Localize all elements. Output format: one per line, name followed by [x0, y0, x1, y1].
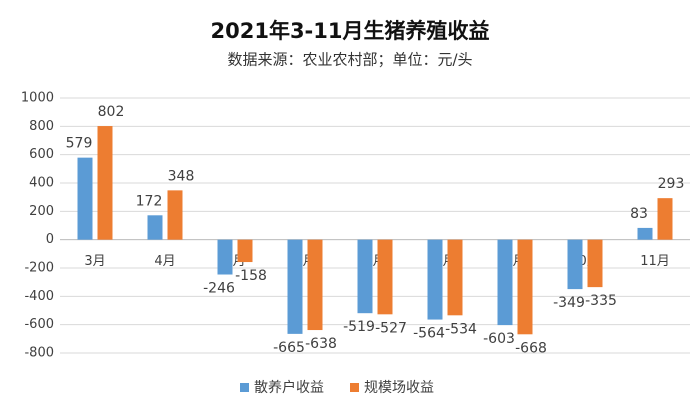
bar	[497, 239, 513, 326]
chart-title: 2021年3-11月生猪养殖收益	[211, 19, 490, 43]
bar	[307, 239, 323, 331]
legend-label: 规模场收益	[364, 380, 434, 396]
y-tick-label: -200	[24, 261, 54, 276]
y-tick-label: 200	[29, 204, 54, 219]
data-label: -638	[305, 336, 337, 352]
y-tick-label: 600	[29, 147, 54, 162]
data-label: -527	[375, 320, 407, 336]
bar	[357, 239, 373, 314]
data-label: -158	[235, 268, 267, 284]
y-tick-label: 1000	[21, 91, 54, 106]
bar	[217, 239, 233, 275]
data-label: 579	[66, 136, 93, 152]
y-tick-label: 0	[46, 232, 54, 247]
x-tick-label: 11月	[640, 254, 670, 269]
bar	[97, 126, 113, 240]
legend-label: 散养户收益	[254, 379, 324, 396]
data-label: 172	[136, 193, 163, 209]
data-label: -349	[553, 295, 585, 311]
legend-swatch	[350, 383, 359, 392]
chart-subtitle: 数据来源：农业农村部；单位：元/头	[227, 51, 472, 69]
data-label: 293	[658, 176, 685, 192]
data-label: -335	[585, 293, 617, 309]
data-label: 348	[168, 168, 195, 184]
data-label: -519	[343, 319, 375, 335]
data-label: -665	[273, 340, 305, 356]
bar	[377, 239, 393, 315]
data-label: -534	[445, 321, 477, 337]
x-tick-label: 4月	[154, 254, 175, 269]
y-tick-label: 400	[29, 176, 54, 191]
bar	[77, 157, 93, 240]
bar	[637, 227, 653, 240]
bar	[427, 239, 443, 320]
bar	[447, 239, 463, 316]
bar	[237, 239, 253, 263]
x-tick-label: 3月	[84, 254, 105, 269]
data-label: 83	[630, 206, 648, 222]
data-label: -603	[483, 331, 515, 347]
bar	[167, 190, 183, 240]
y-tick-label: -800	[24, 346, 54, 361]
bar	[567, 239, 583, 290]
y-tick-label: -400	[24, 289, 54, 304]
legend-swatch	[240, 383, 249, 392]
bar	[657, 198, 673, 240]
data-label: 802	[98, 104, 125, 120]
y-tick-label: 800	[29, 119, 54, 134]
bar	[287, 239, 303, 334]
data-label: -564	[413, 326, 445, 342]
data-label: -668	[515, 340, 547, 356]
bar	[517, 239, 533, 335]
bar	[147, 215, 163, 240]
data-label: -246	[203, 281, 235, 297]
y-tick-label: -600	[24, 317, 54, 332]
bar	[587, 239, 603, 288]
